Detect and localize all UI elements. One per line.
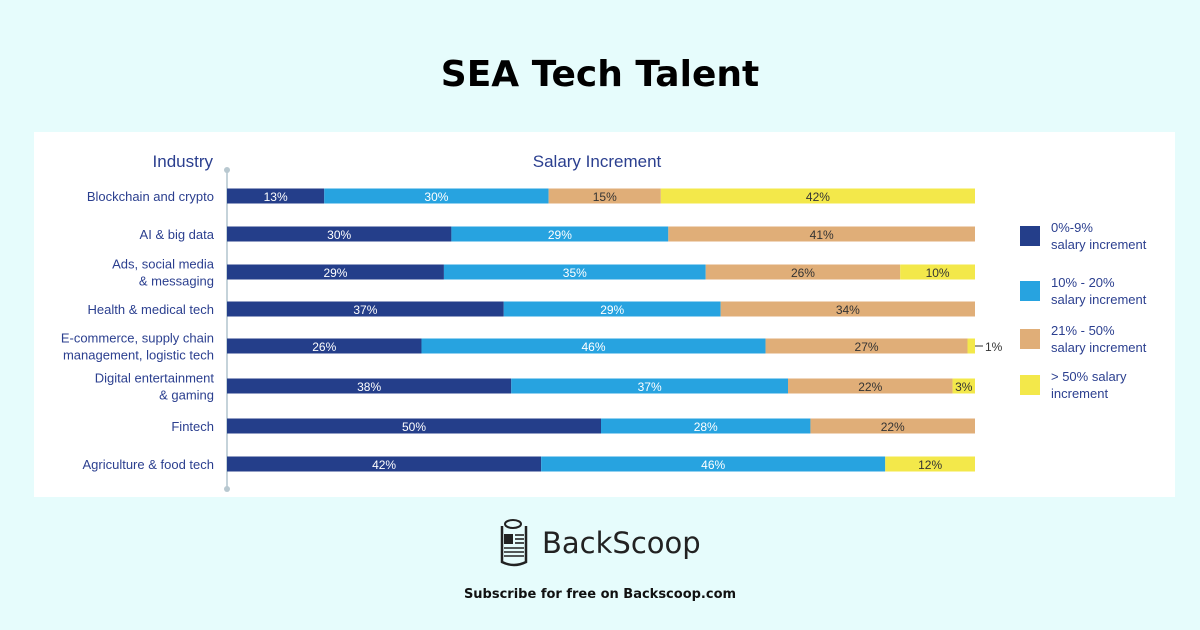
data-label: 30% — [327, 228, 351, 242]
data-label: 37% — [638, 380, 662, 394]
data-label: 50% — [402, 420, 426, 434]
axis-dot-top — [224, 167, 230, 173]
bar-segment — [788, 378, 953, 394]
bar-segment — [548, 188, 661, 204]
legend-swatch — [1020, 329, 1040, 349]
bar-segment — [503, 301, 721, 317]
data-label: 26% — [312, 340, 336, 354]
legend-swatch — [1020, 226, 1040, 246]
data-label: 30% — [424, 190, 448, 204]
bar-segment — [705, 264, 901, 280]
bar-segment — [451, 226, 669, 242]
data-label: 46% — [582, 340, 606, 354]
data-label: 34% — [836, 303, 860, 317]
category-label: Ads, social media & messaging — [112, 257, 215, 289]
bar-segment — [885, 456, 975, 472]
bar-segment — [900, 264, 975, 280]
legend-label: salary increment — [1051, 340, 1147, 355]
data-label: 3% — [955, 380, 973, 394]
data-label: 28% — [694, 420, 718, 434]
axis-dot-bottom — [224, 486, 230, 492]
data-label: 42% — [372, 458, 396, 472]
data-label: 42% — [806, 190, 830, 204]
data-label: 10% — [926, 266, 950, 280]
legend-label: salary increment — [1051, 292, 1147, 307]
legend-label: 0%-9% — [1051, 220, 1093, 235]
salary-increment-header: Salary Increment — [533, 152, 662, 171]
category-label: Fintech — [171, 419, 214, 434]
data-label: 26% — [791, 266, 815, 280]
legend-label: > 50% salary — [1051, 369, 1127, 384]
bar-segment — [660, 188, 975, 204]
industry-header: Industry — [153, 152, 214, 171]
bar-segment — [668, 226, 975, 242]
bar-segment — [765, 338, 968, 354]
data-label: 13% — [264, 190, 288, 204]
bar-segment — [720, 301, 975, 317]
bar-segment — [227, 226, 452, 242]
data-label: 22% — [858, 380, 882, 394]
bar-segment — [324, 188, 549, 204]
bar-segment — [541, 456, 886, 472]
data-label: 38% — [357, 380, 381, 394]
bar-segment — [810, 418, 975, 434]
data-label: 41% — [810, 228, 834, 242]
subscribe-text: Subscribe for free on Backscoop.com — [463, 587, 737, 602]
data-label: 35% — [563, 266, 587, 280]
bar-segment — [227, 188, 325, 204]
bar-segment — [421, 338, 766, 354]
legend-label: salary increment — [1051, 237, 1147, 252]
bar-segment — [227, 418, 601, 434]
legend-label: increment — [1051, 386, 1108, 401]
bar-segment — [511, 378, 788, 394]
legend-label: 10% - 20% — [1051, 275, 1115, 290]
data-label: 29% — [548, 228, 572, 242]
data-label: 27% — [855, 340, 879, 354]
legend-swatch — [1020, 281, 1040, 301]
data-label: 29% — [323, 266, 347, 280]
bar-segment — [227, 338, 422, 354]
bar-segment — [227, 456, 542, 472]
bar-segment — [952, 378, 975, 394]
category-label: E-commerce, supply chain management, logi… — [61, 331, 214, 363]
bar-segment — [443, 264, 706, 280]
category-label: Health & medical tech — [88, 302, 214, 317]
category-label: Digital entertainment & gaming — [95, 371, 215, 403]
category-label: AI & big data — [140, 227, 215, 242]
bar-segment — [601, 418, 811, 434]
data-label: 22% — [881, 420, 905, 434]
bar-segment — [227, 301, 504, 317]
bar-segment — [967, 338, 975, 354]
data-label: 15% — [593, 190, 617, 204]
data-label: 1% — [985, 340, 1003, 354]
data-label: 37% — [353, 303, 377, 317]
category-label: Blockchain and crypto — [87, 189, 214, 204]
page-title: SEA Tech Talent — [440, 54, 760, 95]
bar-segment — [227, 378, 512, 394]
legend-label: 21% - 50% — [1051, 323, 1115, 338]
data-label: 29% — [600, 303, 624, 317]
newspaper-scroll-icon — [500, 519, 528, 567]
stacked-bar-chart: Industry Salary Increment Blockchain and c… — [61, 152, 1147, 492]
legend-swatch — [1020, 375, 1040, 395]
category-label: Agriculture & food tech — [82, 457, 214, 472]
data-label: 46% — [701, 458, 725, 472]
bar-segment — [227, 264, 444, 280]
brand-logo: BackScoop — [498, 518, 701, 568]
data-label: 12% — [918, 458, 942, 472]
brand-name: BackScoop — [542, 526, 701, 560]
chart-card: Industry Salary Increment Blockchain and c… — [34, 132, 1175, 497]
